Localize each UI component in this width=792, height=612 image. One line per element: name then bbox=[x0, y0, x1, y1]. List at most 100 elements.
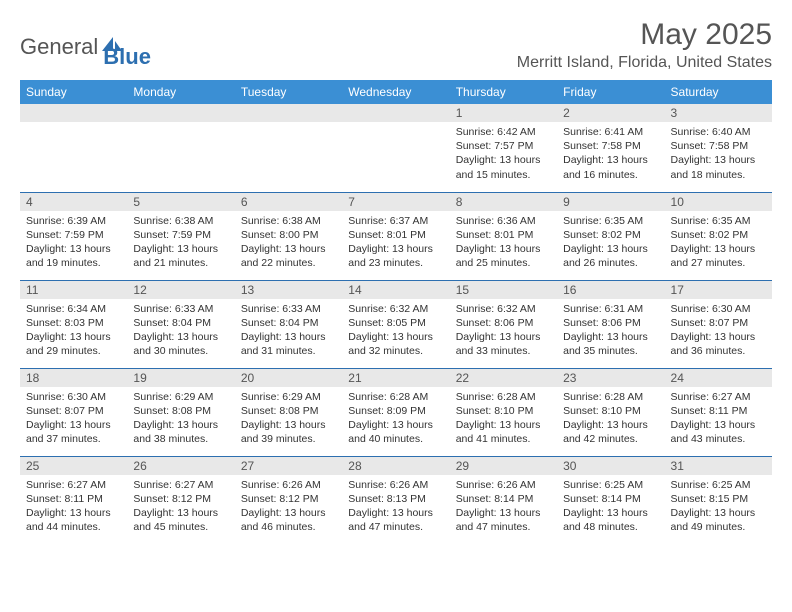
day-header: Thursday bbox=[450, 80, 557, 104]
calendar-day-cell bbox=[235, 104, 342, 192]
calendar-day-cell: 1Sunrise: 6:42 AMSunset: 7:57 PMDaylight… bbox=[450, 104, 557, 192]
calendar-day-cell bbox=[342, 104, 449, 192]
calendar-day-cell: 2Sunrise: 6:41 AMSunset: 7:58 PMDaylight… bbox=[557, 104, 664, 192]
calendar-day-cell: 14Sunrise: 6:32 AMSunset: 8:05 PMDayligh… bbox=[342, 280, 449, 368]
day-info: Sunrise: 6:29 AMSunset: 8:08 PMDaylight:… bbox=[235, 387, 342, 453]
day-info: Sunrise: 6:27 AMSunset: 8:11 PMDaylight:… bbox=[20, 475, 127, 541]
day-number bbox=[342, 104, 449, 122]
day-info: Sunrise: 6:32 AMSunset: 8:05 PMDaylight:… bbox=[342, 299, 449, 365]
day-number: 20 bbox=[235, 369, 342, 387]
calendar-week-row: 4Sunrise: 6:39 AMSunset: 7:59 PMDaylight… bbox=[20, 192, 772, 280]
calendar-day-cell: 17Sunrise: 6:30 AMSunset: 8:07 PMDayligh… bbox=[665, 280, 772, 368]
calendar-day-cell: 28Sunrise: 6:26 AMSunset: 8:13 PMDayligh… bbox=[342, 456, 449, 544]
calendar-week-row: 18Sunrise: 6:30 AMSunset: 8:07 PMDayligh… bbox=[20, 368, 772, 456]
day-number: 25 bbox=[20, 457, 127, 475]
calendar-day-cell bbox=[127, 104, 234, 192]
calendar-day-cell bbox=[20, 104, 127, 192]
day-number: 24 bbox=[665, 369, 772, 387]
day-number: 11 bbox=[20, 281, 127, 299]
calendar-day-cell: 5Sunrise: 6:38 AMSunset: 7:59 PMDaylight… bbox=[127, 192, 234, 280]
day-number: 30 bbox=[557, 457, 664, 475]
day-number: 2 bbox=[557, 104, 664, 122]
day-info: Sunrise: 6:40 AMSunset: 7:58 PMDaylight:… bbox=[665, 122, 772, 188]
day-number: 29 bbox=[450, 457, 557, 475]
calendar-week-row: 11Sunrise: 6:34 AMSunset: 8:03 PMDayligh… bbox=[20, 280, 772, 368]
calendar-day-cell: 31Sunrise: 6:25 AMSunset: 8:15 PMDayligh… bbox=[665, 456, 772, 544]
calendar-table: SundayMondayTuesdayWednesdayThursdayFrid… bbox=[20, 80, 772, 544]
day-header-row: SundayMondayTuesdayWednesdayThursdayFrid… bbox=[20, 80, 772, 104]
day-info: Sunrise: 6:26 AMSunset: 8:12 PMDaylight:… bbox=[235, 475, 342, 541]
day-info: Sunrise: 6:29 AMSunset: 8:08 PMDaylight:… bbox=[127, 387, 234, 453]
header: General Blue May 2025 Merritt Island, Fl… bbox=[20, 18, 772, 72]
calendar-day-cell: 20Sunrise: 6:29 AMSunset: 8:08 PMDayligh… bbox=[235, 368, 342, 456]
day-number bbox=[127, 104, 234, 122]
calendar-day-cell: 16Sunrise: 6:31 AMSunset: 8:06 PMDayligh… bbox=[557, 280, 664, 368]
day-number: 10 bbox=[665, 193, 772, 211]
calendar-day-cell: 13Sunrise: 6:33 AMSunset: 8:04 PMDayligh… bbox=[235, 280, 342, 368]
day-number: 7 bbox=[342, 193, 449, 211]
day-info: Sunrise: 6:30 AMSunset: 8:07 PMDaylight:… bbox=[665, 299, 772, 365]
day-info: Sunrise: 6:25 AMSunset: 8:14 PMDaylight:… bbox=[557, 475, 664, 541]
day-number: 31 bbox=[665, 457, 772, 475]
day-number: 27 bbox=[235, 457, 342, 475]
day-number: 26 bbox=[127, 457, 234, 475]
calendar-day-cell: 26Sunrise: 6:27 AMSunset: 8:12 PMDayligh… bbox=[127, 456, 234, 544]
day-header: Monday bbox=[127, 80, 234, 104]
day-info: Sunrise: 6:27 AMSunset: 8:12 PMDaylight:… bbox=[127, 475, 234, 541]
location-text: Merritt Island, Florida, United States bbox=[517, 54, 772, 72]
day-number: 4 bbox=[20, 193, 127, 211]
day-info: Sunrise: 6:41 AMSunset: 7:58 PMDaylight:… bbox=[557, 122, 664, 188]
day-number: 14 bbox=[342, 281, 449, 299]
day-number: 3 bbox=[665, 104, 772, 122]
day-number: 17 bbox=[665, 281, 772, 299]
calendar-day-cell: 29Sunrise: 6:26 AMSunset: 8:14 PMDayligh… bbox=[450, 456, 557, 544]
calendar-day-cell: 10Sunrise: 6:35 AMSunset: 8:02 PMDayligh… bbox=[665, 192, 772, 280]
day-info: Sunrise: 6:30 AMSunset: 8:07 PMDaylight:… bbox=[20, 387, 127, 453]
calendar-day-cell: 24Sunrise: 6:27 AMSunset: 8:11 PMDayligh… bbox=[665, 368, 772, 456]
day-info: Sunrise: 6:33 AMSunset: 8:04 PMDaylight:… bbox=[235, 299, 342, 365]
calendar-day-cell: 3Sunrise: 6:40 AMSunset: 7:58 PMDaylight… bbox=[665, 104, 772, 192]
day-info: Sunrise: 6:39 AMSunset: 7:59 PMDaylight:… bbox=[20, 211, 127, 277]
day-info: Sunrise: 6:28 AMSunset: 8:10 PMDaylight:… bbox=[450, 387, 557, 453]
day-header: Sunday bbox=[20, 80, 127, 104]
day-info: Sunrise: 6:27 AMSunset: 8:11 PMDaylight:… bbox=[665, 387, 772, 453]
day-number: 6 bbox=[235, 193, 342, 211]
calendar-day-cell: 23Sunrise: 6:28 AMSunset: 8:10 PMDayligh… bbox=[557, 368, 664, 456]
logo: General Blue bbox=[20, 24, 151, 70]
day-number: 22 bbox=[450, 369, 557, 387]
day-info: Sunrise: 6:38 AMSunset: 8:00 PMDaylight:… bbox=[235, 211, 342, 277]
day-number bbox=[235, 104, 342, 122]
day-number: 15 bbox=[450, 281, 557, 299]
calendar-day-cell: 6Sunrise: 6:38 AMSunset: 8:00 PMDaylight… bbox=[235, 192, 342, 280]
calendar-day-cell: 30Sunrise: 6:25 AMSunset: 8:14 PMDayligh… bbox=[557, 456, 664, 544]
day-info: Sunrise: 6:32 AMSunset: 8:06 PMDaylight:… bbox=[450, 299, 557, 365]
calendar-day-cell: 27Sunrise: 6:26 AMSunset: 8:12 PMDayligh… bbox=[235, 456, 342, 544]
day-header: Saturday bbox=[665, 80, 772, 104]
day-number: 8 bbox=[450, 193, 557, 211]
day-number: 5 bbox=[127, 193, 234, 211]
day-info: Sunrise: 6:28 AMSunset: 8:09 PMDaylight:… bbox=[342, 387, 449, 453]
day-info: Sunrise: 6:33 AMSunset: 8:04 PMDaylight:… bbox=[127, 299, 234, 365]
day-info: Sunrise: 6:28 AMSunset: 8:10 PMDaylight:… bbox=[557, 387, 664, 453]
day-info: Sunrise: 6:26 AMSunset: 8:14 PMDaylight:… bbox=[450, 475, 557, 541]
day-number: 18 bbox=[20, 369, 127, 387]
day-number: 12 bbox=[127, 281, 234, 299]
calendar-day-cell: 18Sunrise: 6:30 AMSunset: 8:07 PMDayligh… bbox=[20, 368, 127, 456]
day-number: 13 bbox=[235, 281, 342, 299]
day-header: Tuesday bbox=[235, 80, 342, 104]
day-number: 23 bbox=[557, 369, 664, 387]
month-title: May 2025 bbox=[517, 18, 772, 52]
calendar-day-cell: 4Sunrise: 6:39 AMSunset: 7:59 PMDaylight… bbox=[20, 192, 127, 280]
day-info: Sunrise: 6:35 AMSunset: 8:02 PMDaylight:… bbox=[557, 211, 664, 277]
calendar-day-cell: 11Sunrise: 6:34 AMSunset: 8:03 PMDayligh… bbox=[20, 280, 127, 368]
day-number: 19 bbox=[127, 369, 234, 387]
calendar-day-cell: 7Sunrise: 6:37 AMSunset: 8:01 PMDaylight… bbox=[342, 192, 449, 280]
day-number: 16 bbox=[557, 281, 664, 299]
calendar-week-row: 25Sunrise: 6:27 AMSunset: 8:11 PMDayligh… bbox=[20, 456, 772, 544]
day-number: 9 bbox=[557, 193, 664, 211]
title-block: May 2025 Merritt Island, Florida, United… bbox=[517, 18, 772, 72]
calendar-day-cell: 15Sunrise: 6:32 AMSunset: 8:06 PMDayligh… bbox=[450, 280, 557, 368]
calendar-day-cell: 19Sunrise: 6:29 AMSunset: 8:08 PMDayligh… bbox=[127, 368, 234, 456]
calendar-day-cell: 12Sunrise: 6:33 AMSunset: 8:04 PMDayligh… bbox=[127, 280, 234, 368]
calendar-day-cell: 22Sunrise: 6:28 AMSunset: 8:10 PMDayligh… bbox=[450, 368, 557, 456]
